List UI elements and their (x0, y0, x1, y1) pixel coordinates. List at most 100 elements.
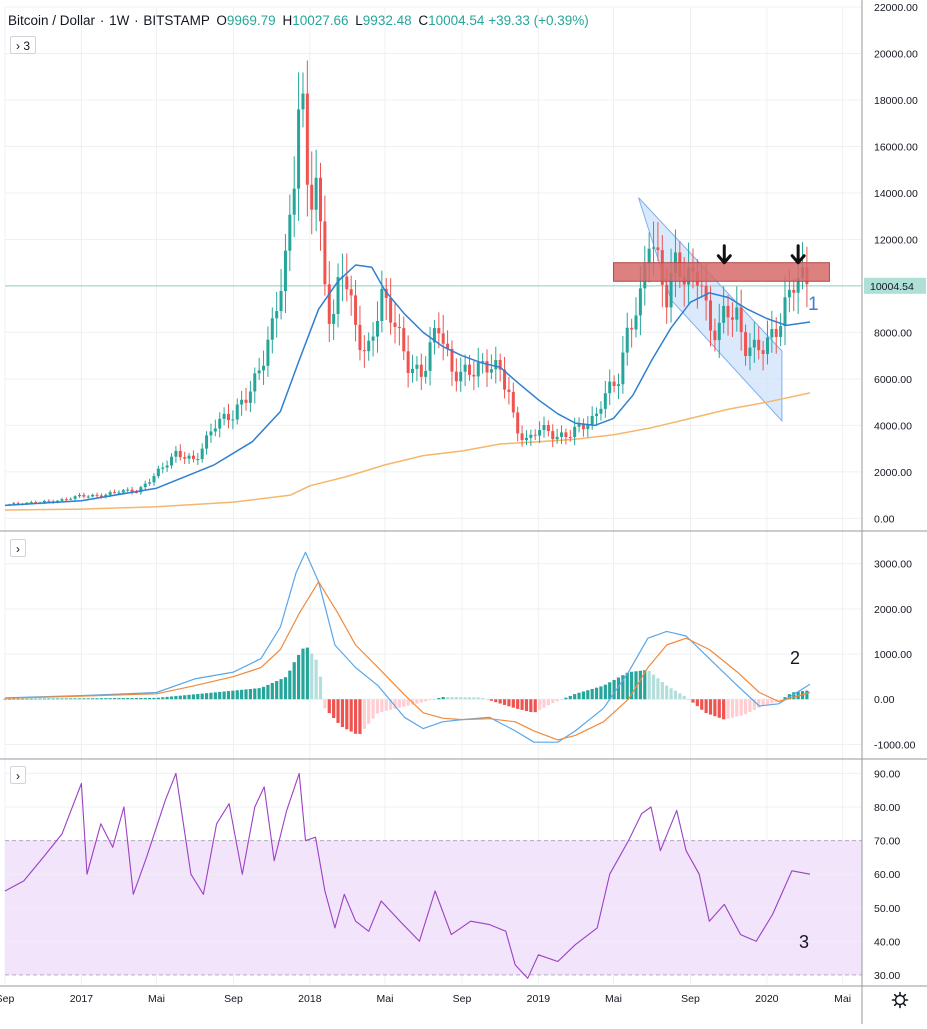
slow-moving-average-line (4, 392, 811, 511)
macd-histogram-bar (713, 699, 717, 717)
macd-histogram-bar (288, 670, 292, 700)
macd-histogram-bar (134, 698, 139, 700)
macd-histogram-bar (568, 695, 572, 700)
candle-body (524, 437, 528, 441)
candle-body (463, 364, 467, 372)
macd-histogram-bar (700, 699, 704, 710)
candle-body (590, 415, 594, 425)
macd-histogram-bar (327, 699, 331, 714)
change-value: +39.33 (+0.39%) (488, 13, 589, 28)
macd-histogram-bar (507, 699, 511, 707)
x-tick-label: Mai (605, 993, 622, 1005)
gear-icon-tooth (893, 993, 898, 998)
candle-body (86, 496, 90, 498)
macd-histogram-bar (231, 690, 235, 700)
candle-body (419, 364, 423, 377)
candle-body (665, 284, 669, 308)
macd-histogram-bar (542, 699, 546, 708)
candle-body (476, 362, 480, 377)
macd-histogram-bar (792, 692, 796, 700)
macd-histogram-bar (130, 698, 134, 700)
macd-histogram-bar (630, 671, 634, 700)
candle-body (595, 413, 599, 416)
macd-histogram-bar (292, 662, 296, 700)
candle-body (187, 455, 191, 459)
macd-histogram-bar (454, 697, 458, 700)
macd-histogram-bar (200, 693, 204, 700)
macd-histogram-bar (472, 697, 476, 700)
macd-histogram-bar (257, 688, 261, 700)
candle-body (99, 495, 103, 497)
macd-pane-collapse-button[interactable]: › (10, 539, 26, 557)
candle-body (757, 339, 761, 351)
macd-histogram-bar (516, 699, 520, 709)
candle-body (573, 426, 577, 438)
candle-body (424, 370, 428, 377)
candle-body (213, 428, 217, 432)
down-arrow-marker (790, 244, 806, 265)
macd-histogram-bar (770, 699, 774, 704)
macd-histogram-bar (612, 679, 616, 700)
symbol-name[interactable]: Bitcoin / Dollar (8, 13, 96, 28)
exchange: BITSTAMP (143, 13, 210, 28)
legend-header: Bitcoin / Dollar · 1W · BITSTAMP O9969.7… (8, 13, 589, 28)
macd-histogram-bar (82, 698, 86, 700)
candle-body (630, 327, 634, 330)
candle-body (761, 350, 765, 354)
annotation-label-1: 1 (808, 294, 819, 315)
candle-body (113, 492, 117, 494)
candle-body (200, 448, 204, 460)
macd-histogram-bar (218, 691, 222, 700)
macd-histogram-bar (406, 699, 410, 706)
macd-histogram-bar (419, 699, 423, 703)
macd-histogram-bar (139, 697, 143, 700)
candle-body (305, 93, 309, 185)
candle-body (428, 342, 432, 371)
rsi-pane-collapse-button[interactable]: › (10, 766, 26, 784)
macd-histogram-bar (47, 698, 51, 700)
macd-histogram-bar (686, 699, 691, 700)
macd-histogram-bar (564, 697, 568, 700)
price-pane-collapse-button[interactable]: › 3 (10, 36, 37, 54)
candle-body (319, 177, 323, 222)
candle-body (34, 502, 38, 504)
candle-body (209, 431, 213, 436)
macd-histogram-bar (502, 699, 507, 705)
candle-body (498, 360, 502, 370)
candle-body (656, 247, 660, 251)
macd-histogram-bar (183, 695, 187, 700)
macd-histogram-bar (51, 698, 55, 700)
candle-body (362, 350, 366, 352)
macd-histogram-bar (389, 699, 393, 710)
candle-body (371, 336, 375, 341)
macd-histogram-bar (91, 698, 95, 700)
candle-body (647, 248, 651, 264)
candle-body (218, 418, 222, 429)
macd-histogram-bar (717, 699, 721, 718)
macd-histogram-bar (494, 699, 498, 703)
candle-body (700, 285, 704, 287)
candle-body (735, 307, 739, 320)
macd-histogram-bar (108, 698, 112, 700)
candle-body (507, 389, 511, 392)
candle-body (621, 352, 625, 385)
low-label: L (355, 13, 363, 28)
candle-body (226, 413, 230, 421)
macd-histogram-bar (196, 693, 200, 700)
macd-histogram-bar (55, 698, 60, 700)
candle-body (581, 423, 585, 430)
gear-icon-tooth (902, 993, 907, 998)
interval[interactable]: 1W (109, 13, 130, 28)
price-axis-tick-label: 18000.00 (874, 95, 918, 107)
candle-body (494, 360, 498, 370)
macd-histogram-bar (397, 699, 401, 708)
candle-body (511, 391, 515, 413)
macd-histogram-bar (104, 698, 108, 700)
candle-body (564, 432, 568, 438)
candle-body (529, 434, 533, 438)
macd-histogram-bar (415, 699, 419, 704)
macd-histogram-bar (336, 699, 340, 723)
candle-body (126, 489, 130, 491)
